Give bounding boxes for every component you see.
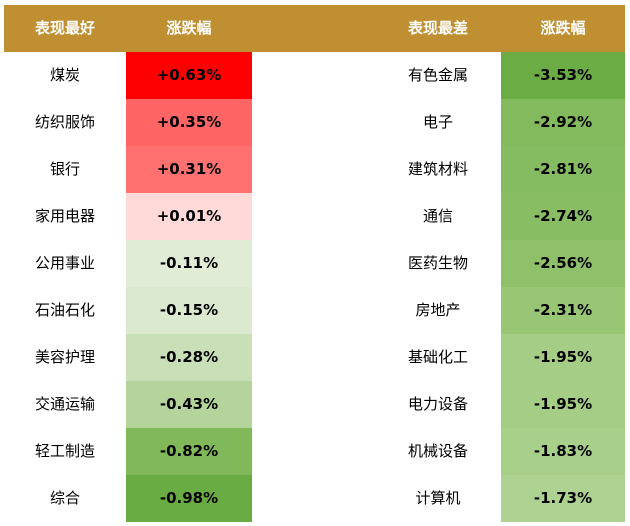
worst-industry-name: 建筑材料 — [407, 160, 468, 178]
worst-industry-change: -2.81% — [501, 146, 625, 193]
best-industry-name: 交通运输 — [34, 395, 95, 413]
worst-industry-name: 计算机 — [415, 489, 461, 507]
worst-industry-name: 有色金属 — [407, 66, 468, 84]
worst-industry-change: -2.92% — [501, 99, 625, 146]
worst-industry-change: -1.95% — [501, 381, 625, 428]
best-industry-name: 美容护理 — [34, 348, 95, 366]
best-industry-name: 纺织服饰 — [34, 113, 95, 131]
best-industry-name: 轻工制造 — [34, 442, 95, 460]
worst-industry-name: 房地产 — [415, 301, 461, 319]
worst-industry-change: -2.74% — [501, 193, 625, 240]
worst-title-header: 表现最差 — [407, 19, 468, 37]
worst-change-header: 涨跌幅 — [540, 19, 586, 37]
best-industry-name: 家用电器 — [34, 207, 95, 225]
best-industry-name: 石油石化 — [34, 301, 95, 319]
best-industry-name: 综合 — [49, 489, 80, 507]
best-industry-change: -0.11% — [126, 240, 252, 287]
worst-industry-change: -1.83% — [501, 428, 625, 475]
best-industry-change: -0.43% — [126, 381, 252, 428]
best-industry-change: +0.01% — [126, 193, 252, 240]
best-industry-change: -0.15% — [126, 287, 252, 334]
best-industry-name: 公用事业 — [34, 254, 95, 272]
best-industry-change: +0.63% — [126, 52, 252, 99]
best-industry-name: 煤炭 — [49, 66, 80, 84]
worst-industry-change: -1.73% — [501, 475, 625, 522]
worst-industry-name: 基础化工 — [407, 348, 468, 366]
worst-industry-change: -3.53% — [501, 52, 625, 99]
best-title-header: 表现最好 — [34, 19, 95, 37]
header-bar — [4, 5, 625, 52]
worst-industry-name: 电力设备 — [407, 395, 468, 413]
worst-industry-change: -2.56% — [501, 240, 625, 287]
worst-industry-name: 医药生物 — [407, 254, 468, 272]
best-change-header: 涨跌幅 — [166, 19, 212, 37]
worst-industry-change: -2.31% — [501, 287, 625, 334]
best-industry-change: -0.28% — [126, 334, 252, 381]
worst-industry-name: 电子 — [422, 113, 453, 131]
best-industry-change: +0.35% — [126, 99, 252, 146]
worst-industry-name: 通信 — [422, 207, 453, 225]
worst-industry-change: -1.95% — [501, 334, 625, 381]
best-industry-change: +0.31% — [126, 146, 252, 193]
best-industry-change: -0.82% — [126, 428, 252, 475]
best-industry-change: -0.98% — [126, 475, 252, 522]
best-industry-name: 银行 — [49, 160, 80, 178]
worst-industry-name: 机械设备 — [407, 442, 468, 460]
